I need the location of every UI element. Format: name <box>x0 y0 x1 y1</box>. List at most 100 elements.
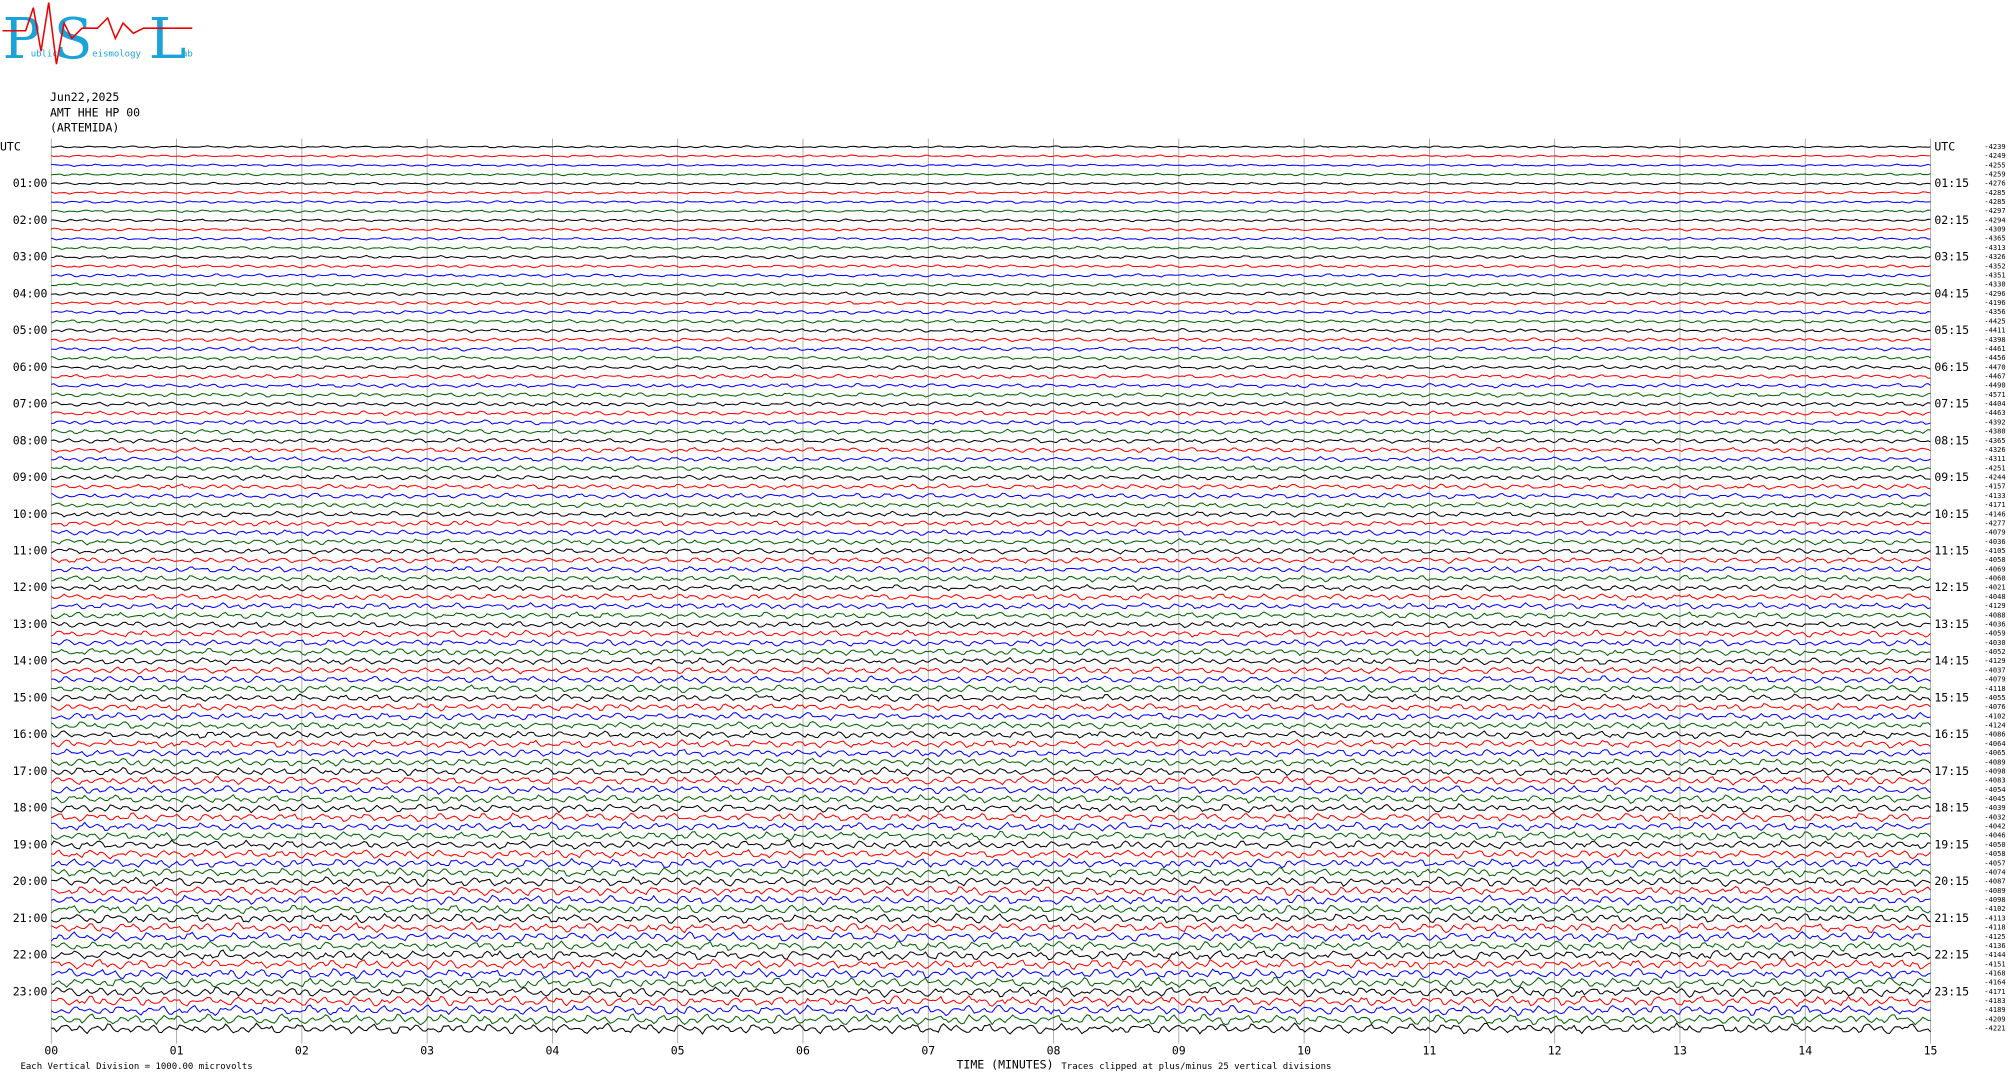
row-offset: -4064 <box>1984 739 2005 748</box>
right-time-label: 04:15 <box>1934 286 1969 300</box>
left-time-label: 09:00 <box>13 470 48 484</box>
trace <box>51 601 1931 610</box>
row-offset: -4404 <box>1984 399 2005 408</box>
trace <box>51 282 1931 288</box>
trace <box>51 501 1931 509</box>
row-offset: -4276 <box>1984 179 2005 188</box>
trace <box>51 382 1931 389</box>
right-time-label: 03:15 <box>1934 250 1969 264</box>
left-time-label: 18:00 <box>13 801 48 815</box>
row-offset: -4057 <box>1984 858 2005 867</box>
trace <box>51 620 1931 629</box>
trace <box>50 775 1931 786</box>
row-offset: -4124 <box>1984 721 2005 730</box>
row-offset: -4146 <box>1984 509 2005 518</box>
row-offset: -4171 <box>1984 500 2005 509</box>
trace <box>51 748 1931 758</box>
row-offset: -4042 <box>1984 822 2005 831</box>
left-time-label: 13:00 <box>13 617 48 631</box>
row-offset: -4088 <box>1984 610 2005 619</box>
trace <box>51 711 1931 721</box>
left-time-label: 02:00 <box>13 213 48 227</box>
trace <box>51 812 1931 823</box>
trace <box>51 209 1931 214</box>
row-offset: -4309 <box>1984 225 2005 234</box>
left-time-label: 08:00 <box>13 433 48 447</box>
trace <box>51 885 1931 897</box>
trace <box>51 574 1931 583</box>
trace <box>51 163 1931 167</box>
logo: P ublic S eismology L ab <box>2 2 193 72</box>
scale-note: Each Vertical Division = 1000.00 microvo… <box>21 1062 253 1072</box>
trace <box>51 675 1931 684</box>
row-offset: -4326 <box>1984 445 2005 454</box>
trace <box>50 985 1931 998</box>
row-offset: -4285 <box>1984 197 2005 206</box>
row-offset: -4351 <box>1984 270 2005 279</box>
trace <box>51 766 1931 777</box>
left-time-label: 20:00 <box>13 874 48 888</box>
x-tick-label: 09 <box>1172 1044 1186 1058</box>
trace <box>51 803 1931 814</box>
logo-letter: P <box>3 7 41 72</box>
trace <box>51 254 1931 260</box>
trace <box>50 949 1931 961</box>
x-tick-label: 05 <box>671 1044 685 1058</box>
trace <box>50 931 1931 943</box>
left-time-label: 23:00 <box>13 984 48 998</box>
row-offset: -4048 <box>1984 592 2005 601</box>
row-offset: -4086 <box>1984 730 2005 739</box>
trace <box>51 894 1931 906</box>
row-offset: -4277 <box>1984 518 2005 527</box>
right-time-label: 20:15 <box>1934 874 1969 888</box>
trace <box>51 967 1931 980</box>
trace <box>51 236 1931 241</box>
left-time-label: 22:00 <box>13 948 48 962</box>
trace <box>51 401 1931 408</box>
trace <box>51 693 1931 703</box>
logo-word: ab <box>182 49 193 59</box>
trace <box>51 227 1931 232</box>
row-offset: -4239 <box>1984 142 2005 151</box>
row-offset: -4249 <box>1984 151 2005 160</box>
trace <box>51 364 1931 371</box>
logo-wave <box>2 2 193 65</box>
row-offset: -4411 <box>1984 326 2005 335</box>
row-offset: -4294 <box>1984 215 2005 224</box>
trace <box>51 848 1931 860</box>
trace <box>51 172 1931 177</box>
right-time-label: 05:15 <box>1934 323 1969 337</box>
trace <box>51 437 1931 444</box>
right-time-label: 17:15 <box>1934 764 1969 778</box>
left-time-label: 03:00 <box>13 250 48 264</box>
trace <box>50 1004 1931 1017</box>
left-time-label: 15:00 <box>13 690 48 704</box>
row-offset: -4183 <box>1984 996 2005 1005</box>
trace <box>50 657 1931 666</box>
right-time-label: 16:15 <box>1934 727 1969 741</box>
row-offset: -4087 <box>1984 877 2005 886</box>
row-offset: -4136 <box>1984 941 2005 950</box>
trace <box>51 181 1931 186</box>
trace <box>50 757 1931 767</box>
row-offset: -4059 <box>1984 629 2005 638</box>
left-time-label: 07:00 <box>13 397 48 411</box>
row-offset: -4032 <box>1984 812 2005 821</box>
header-line: AMT HHE HP 00 <box>50 105 140 119</box>
row-offset: -4144 <box>1984 950 2005 959</box>
row-offset: -4463 <box>1984 408 2005 417</box>
row-offset: -4365 <box>1984 436 2005 445</box>
trace <box>51 666 1931 675</box>
right-time-label: 23:15 <box>1934 984 1969 998</box>
trace <box>51 191 1931 195</box>
row-offset: -4456 <box>1984 353 2005 362</box>
x-tick-label: 08 <box>1047 1044 1061 1058</box>
trace <box>51 529 1931 537</box>
trace <box>51 1022 1931 1036</box>
row-offset: -4083 <box>1984 776 2005 785</box>
row-offset: -4168 <box>1984 969 2005 978</box>
trace <box>51 793 1931 804</box>
row-offset: -4021 <box>1984 583 2005 592</box>
